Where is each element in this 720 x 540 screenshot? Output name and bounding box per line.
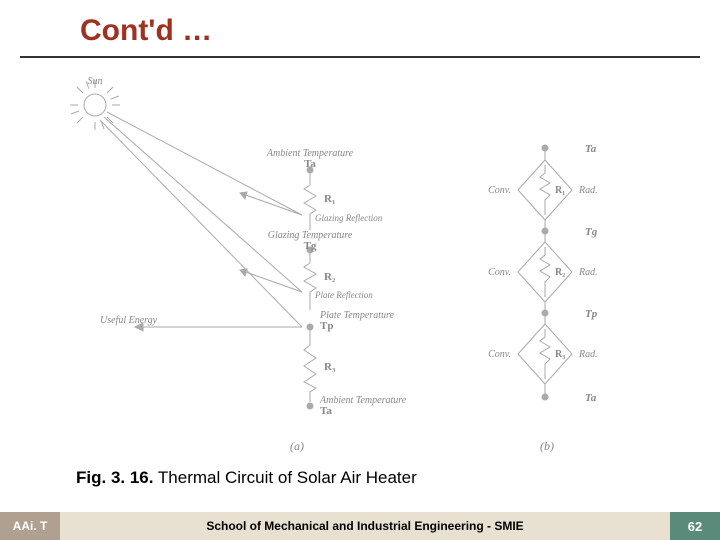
label-ambient-2: Ambient Temperature bbox=[319, 395, 407, 406]
b-conv-2: Conv. bbox=[488, 267, 511, 278]
b-rad-1: Rad. bbox=[578, 185, 598, 196]
sun-label: Sun bbox=[88, 76, 103, 87]
footer-page-number: 62 bbox=[670, 512, 720, 540]
sun-rays-icon bbox=[70, 80, 120, 130]
sublabel-b: (b) bbox=[540, 439, 554, 453]
symbol-tg: Tg bbox=[304, 240, 317, 252]
symbol-ta-1: Ta bbox=[304, 158, 316, 170]
b-r3: R₃ bbox=[555, 349, 565, 360]
b-tg: Tg bbox=[585, 226, 598, 238]
thermal-circuit-diagram: Sun Ambient Temperature Ta R₁ Glazing Re… bbox=[40, 70, 680, 460]
r1-label: R₁ bbox=[324, 193, 335, 205]
plate-reflection: Plate Reflection bbox=[314, 290, 373, 300]
b-r2: R₂ bbox=[555, 267, 565, 278]
title-underline bbox=[20, 56, 700, 58]
sublabel-a: (a) bbox=[290, 439, 304, 453]
figure-caption: Fig. 3. 16. Thermal Circuit of Solar Air… bbox=[76, 468, 417, 488]
slide-footer: AAi. T School of Mechanical and Industri… bbox=[0, 512, 720, 540]
footer-left: AAi. T bbox=[0, 512, 60, 540]
b-tp: Tp bbox=[585, 308, 598, 320]
r2-label: R₂ bbox=[324, 271, 336, 283]
b-conv-1: Conv. bbox=[488, 185, 511, 196]
r3-label: R₃ bbox=[324, 361, 336, 373]
figure-text: Thermal Circuit of Solar Air Heater bbox=[153, 468, 416, 487]
slide-title: Cont'd … bbox=[80, 14, 212, 48]
symbol-ta-2: Ta bbox=[320, 405, 332, 417]
b-rad-2: Rad. bbox=[578, 267, 598, 278]
b-ta-1: Ta bbox=[585, 143, 597, 155]
symbol-tp: Tp bbox=[320, 320, 333, 332]
useful-energy-label: Useful Energy bbox=[100, 315, 158, 326]
figure-number: Fig. 3. 16. bbox=[76, 468, 153, 487]
b-conv-3: Conv. bbox=[488, 349, 511, 360]
b-r1: R₁ bbox=[555, 185, 565, 196]
b-ta-2: Ta bbox=[585, 392, 597, 404]
b-rad-3: Rad. bbox=[578, 349, 598, 360]
footer-mid: School of Mechanical and Industrial Engi… bbox=[60, 512, 670, 540]
glazing-reflection: Glazing Reflection bbox=[315, 213, 383, 223]
